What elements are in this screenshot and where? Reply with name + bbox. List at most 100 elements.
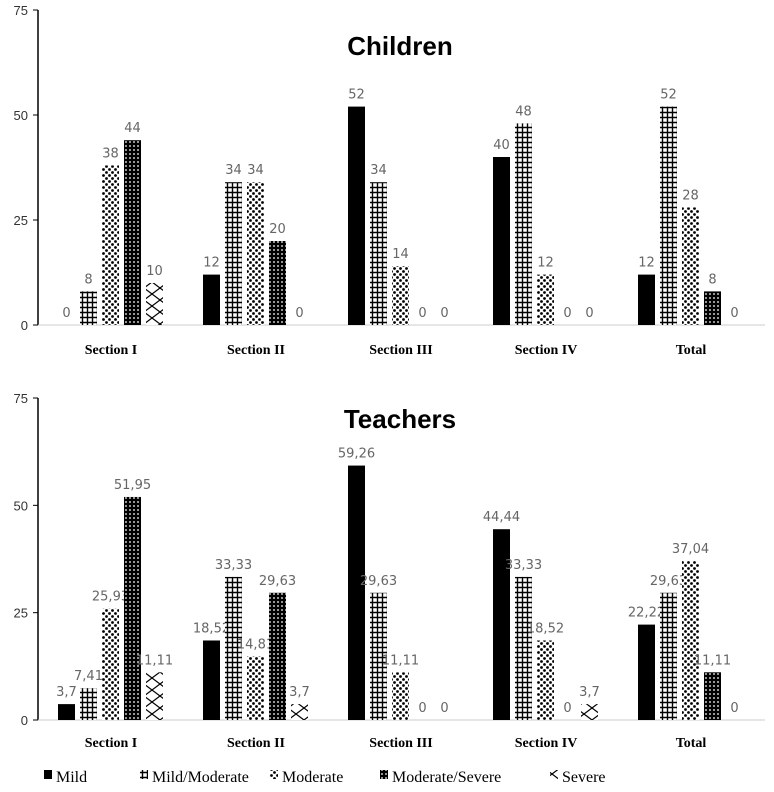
x-tick-label: Section II xyxy=(227,736,285,751)
data-label: 18,52 xyxy=(527,621,564,636)
data-label: 44 xyxy=(124,121,141,136)
bar-mild-0 xyxy=(58,704,75,720)
y-tick-label: 50 xyxy=(14,108,28,123)
bar-mild-moderate-3 xyxy=(515,576,532,720)
data-label: 0 xyxy=(563,306,571,321)
data-label: 29,63 xyxy=(259,574,296,589)
data-label: 14 xyxy=(392,247,409,262)
x-tick-label: Section I xyxy=(85,736,138,751)
data-label: 7,41 xyxy=(74,669,103,684)
bar-severe-0 xyxy=(146,283,163,325)
data-label: 12 xyxy=(203,256,220,271)
y-tick-label: 75 xyxy=(14,3,28,18)
data-label: 28 xyxy=(682,188,699,203)
data-label: 0 xyxy=(440,701,448,716)
bar-moderate-4 xyxy=(682,207,699,325)
bar-moderate-severe-4 xyxy=(704,672,721,720)
legend-swatch xyxy=(550,770,558,779)
data-label: 0 xyxy=(730,701,738,716)
legend-label: Severe xyxy=(562,769,606,786)
data-label: 0 xyxy=(295,306,303,321)
x-tick-label: Section III xyxy=(369,343,432,358)
legend-item-moderate: Moderate xyxy=(270,769,343,786)
data-label: 0 xyxy=(563,701,571,716)
data-label: 34 xyxy=(225,163,242,178)
legend-item-mild-moderate: Mild/Moderate xyxy=(140,769,249,786)
data-label: 33,33 xyxy=(215,558,252,573)
x-tick-label: Total xyxy=(676,343,707,358)
bar-mild-1 xyxy=(203,274,220,325)
y-tick-label: 25 xyxy=(14,213,28,228)
data-label: 0 xyxy=(730,306,738,321)
bar-moderate-severe-1 xyxy=(269,592,286,720)
bar-mild-moderate-2 xyxy=(370,592,387,720)
legend-label: Mild/Moderate xyxy=(152,769,249,786)
bar-moderate-1 xyxy=(247,182,264,325)
bar-moderate-1 xyxy=(247,656,264,720)
bar-moderate-3 xyxy=(537,640,554,720)
data-label: 52 xyxy=(348,88,365,103)
bar-mild-2 xyxy=(348,106,365,325)
y-tick-label: 50 xyxy=(14,498,28,513)
data-label: 38 xyxy=(102,146,119,161)
legend-item-mild: Mild xyxy=(44,769,87,786)
bar-mild-3 xyxy=(493,529,510,720)
data-label: 25,93 xyxy=(92,590,129,605)
bar-severe-3 xyxy=(581,704,598,720)
data-label: 20 xyxy=(269,222,286,237)
bar-mild-moderate-3 xyxy=(515,123,532,326)
x-tick-label: Section IV xyxy=(515,343,578,358)
bar-mild-2 xyxy=(348,465,365,720)
legend-item-severe: Severe xyxy=(550,769,606,786)
bar-moderate-0 xyxy=(102,165,119,325)
legend-item-moderate-severe: Moderate/Severe xyxy=(380,769,501,786)
y-tick-label: 75 xyxy=(14,391,28,406)
data-label: 0 xyxy=(585,306,593,321)
bar-moderate-severe-4 xyxy=(704,291,721,325)
data-label: 34 xyxy=(247,163,264,178)
data-label: 14,81 xyxy=(237,637,274,652)
data-label: 11,11 xyxy=(382,653,419,668)
x-tick-label: Section III xyxy=(369,736,432,751)
bar-mild-moderate-4 xyxy=(660,106,677,325)
x-tick-label: Total xyxy=(676,736,707,751)
data-label: 22,22 xyxy=(628,606,665,621)
bar-mild-moderate-4 xyxy=(660,592,677,720)
data-label: 29,63 xyxy=(650,574,687,589)
chart-panel-children: 0 25 50 75 Children Section I 0 8 38 44 10 Section … xyxy=(14,3,765,358)
bar-mild-1 xyxy=(203,640,220,720)
legend-label: Moderate xyxy=(282,769,343,786)
bar-mild-moderate-2 xyxy=(370,182,387,325)
data-label: 37,04 xyxy=(672,542,709,557)
bar-moderate-4 xyxy=(682,560,699,720)
data-label: 40 xyxy=(493,138,510,153)
y-tick-label: 25 xyxy=(14,606,28,621)
bar-severe-1 xyxy=(291,704,308,720)
data-label: 0 xyxy=(440,306,448,321)
data-label: 12 xyxy=(537,256,554,271)
data-label: 10 xyxy=(146,264,163,279)
data-label: 12 xyxy=(638,256,655,271)
bar-mild-moderate-1 xyxy=(225,576,242,720)
bar-moderate-severe-0 xyxy=(124,496,141,720)
data-label: 59,26 xyxy=(338,447,375,462)
data-label: 52 xyxy=(660,88,677,103)
bar-mild-4 xyxy=(638,274,655,325)
bar-moderate-severe-0 xyxy=(124,140,141,325)
data-label: 0 xyxy=(418,701,426,716)
data-label: 11,11 xyxy=(136,653,173,668)
legend-swatch xyxy=(44,770,52,779)
bar-severe-0 xyxy=(146,672,163,720)
data-label: 48 xyxy=(515,104,532,119)
bar-moderate-0 xyxy=(102,608,119,720)
bar-moderate-3 xyxy=(537,274,554,325)
bar-mild-3 xyxy=(493,157,510,325)
bar-mild-moderate-0 xyxy=(80,291,97,325)
legend-label: Mild xyxy=(56,769,87,786)
x-tick-label: Section IV xyxy=(515,736,578,751)
chart-title: Children xyxy=(347,31,452,61)
bar-mild-moderate-0 xyxy=(80,688,97,720)
y-tick-label: 0 xyxy=(21,713,28,728)
